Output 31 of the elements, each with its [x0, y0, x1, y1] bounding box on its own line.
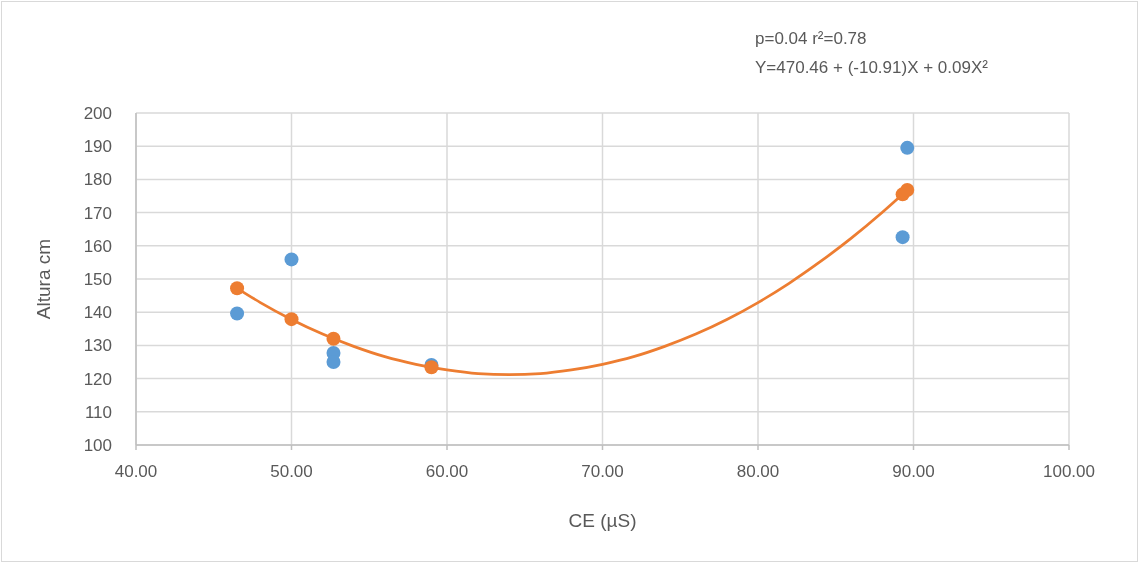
y-tick-label: 120 — [83, 369, 112, 389]
y-tick-label: 150 — [83, 270, 112, 289]
y-axis-title: Altura cm — [33, 238, 54, 320]
point — [284, 312, 299, 327]
y-tick-label: 130 — [83, 336, 112, 356]
y-tick-label: 110 — [84, 402, 112, 422]
y-tick-label: 190 — [83, 137, 112, 157]
x-tick-label: 80.00 — [736, 462, 780, 481]
x-axis-title: CE (µS) — [568, 510, 637, 531]
y-tick-label: 160 — [83, 236, 112, 256]
y-tick-label: 200 — [83, 104, 112, 123]
point — [326, 355, 341, 369]
x-tick-label: 100.00 — [1043, 462, 1095, 481]
x-tick-label: 90.00 — [892, 462, 935, 481]
point — [230, 306, 245, 321]
point — [895, 230, 910, 245]
y-tick-label: 180 — [83, 170, 112, 190]
x-tick-label: 60.00 — [425, 462, 469, 481]
text: p=0.04 r²=0.78 — [755, 29, 867, 48]
text: Y=470.46 + (-10.91)X + 0.09X² — [755, 58, 989, 77]
point — [900, 140, 915, 155]
point — [900, 183, 915, 198]
y-tick-label: 100 — [83, 436, 112, 455]
point — [230, 281, 245, 296]
y-tick-label: 140 — [83, 303, 112, 323]
x-tick-label: 70.00 — [581, 462, 624, 481]
y-tick-label: 170 — [83, 203, 112, 223]
point — [284, 252, 299, 267]
x-tick-label: 40.00 — [114, 462, 158, 481]
x-tick-label: 50.00 — [270, 462, 313, 481]
point — [326, 331, 341, 346]
